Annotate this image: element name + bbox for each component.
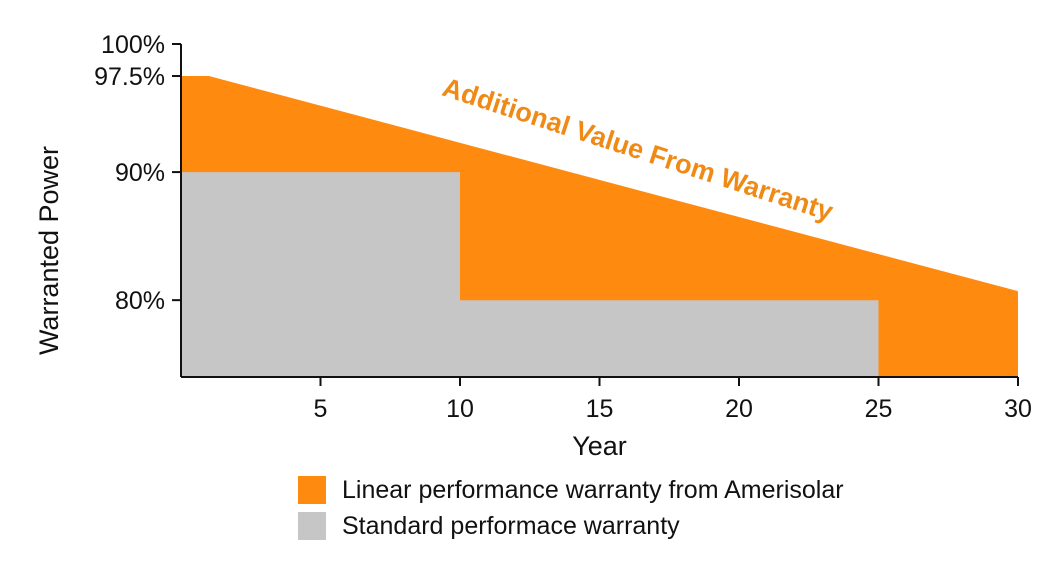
x-tick-label: 20 [725,395,753,423]
standard-warranty-area [181,172,879,377]
legend-item-linear: Linear performance warranty from Ameriso… [298,472,844,508]
legend-swatch-standard [298,512,326,540]
legend-label-linear: Linear performance warranty from Ameriso… [342,475,844,504]
warranty-chart: 5 10 15 20 25 30 100% 97.5% 90% 80% Year Warrante… [34,31,1032,461]
legend-item-standard: Standard performace warranty [298,508,844,544]
y-tick-label: 100% [101,31,165,59]
x-axis-title: Year [572,431,627,461]
y-tick-label: 97.5% [94,63,165,91]
x-tick-label: 10 [446,395,474,423]
y-axis-title: Warranted Power [34,146,64,355]
y-tick-label: 80% [115,287,165,315]
chart-ticks: 5 10 15 20 25 30 100% 97.5% 90% 80% [94,31,1032,423]
legend-label-standard: Standard performace warranty [342,511,680,540]
legend-swatch-linear [298,476,326,504]
x-tick-label: 5 [314,395,328,423]
x-tick-label: 25 [865,395,893,423]
x-tick-label: 30 [1004,395,1032,423]
x-tick-label: 15 [586,395,614,423]
y-tick-label: 90% [115,159,165,187]
chart-areas [181,76,1018,377]
chart-legend: Linear performance warranty from Ameriso… [298,472,844,544]
